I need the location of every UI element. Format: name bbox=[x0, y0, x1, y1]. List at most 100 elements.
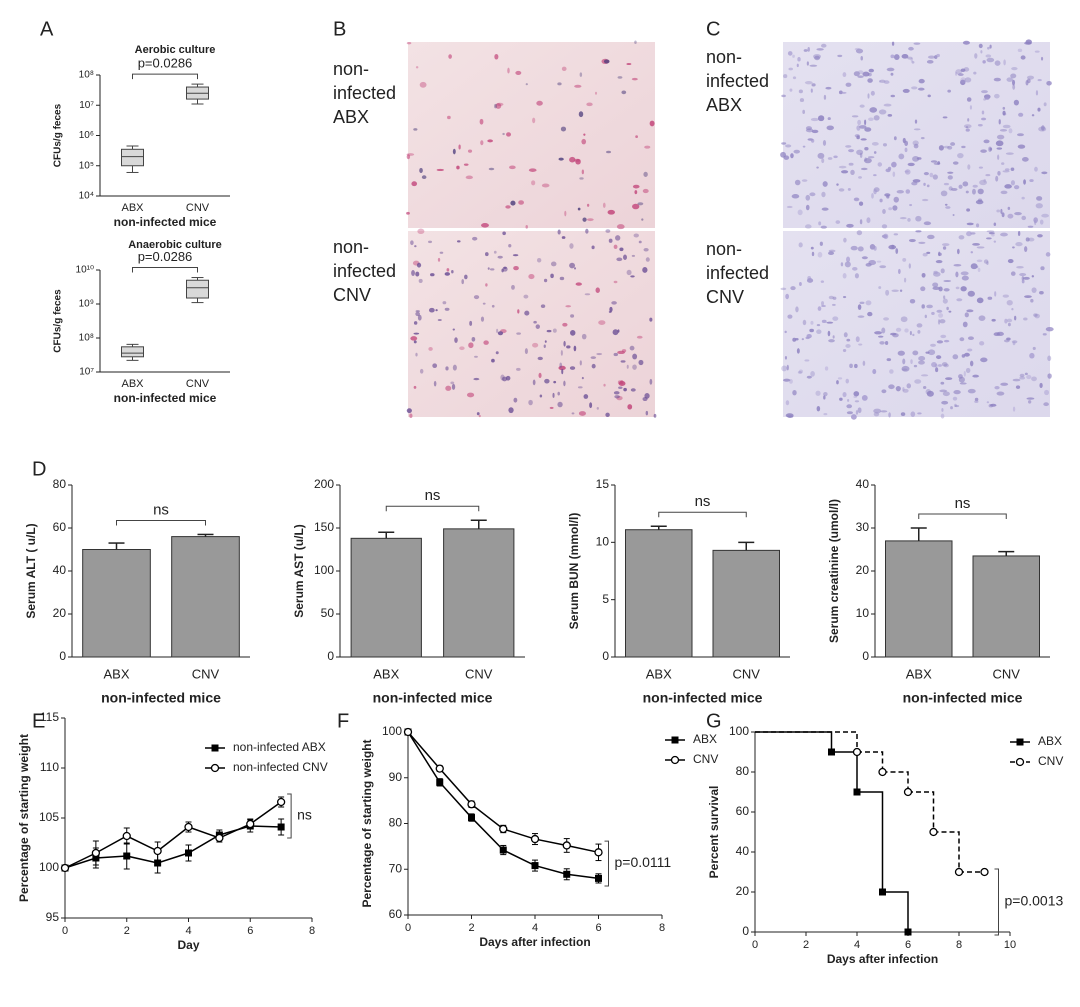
texture bbox=[950, 187, 958, 191]
annotation: ns bbox=[153, 501, 169, 518]
texture bbox=[406, 41, 412, 45]
texture bbox=[888, 384, 895, 390]
texture bbox=[917, 412, 922, 415]
texture bbox=[528, 168, 537, 172]
texture bbox=[1005, 152, 1014, 155]
x-tick-label: ABX bbox=[646, 666, 672, 681]
texture bbox=[879, 265, 887, 269]
y-tick-label: 100 bbox=[39, 860, 59, 874]
texture bbox=[469, 320, 473, 326]
texture bbox=[846, 338, 851, 342]
y-tick-label: 40 bbox=[53, 563, 67, 577]
texture bbox=[649, 120, 655, 127]
texture bbox=[517, 309, 520, 314]
texture bbox=[890, 72, 894, 76]
texture bbox=[836, 380, 839, 385]
texture bbox=[480, 316, 485, 322]
texture bbox=[981, 110, 985, 115]
marker bbox=[403, 727, 413, 737]
texture bbox=[893, 196, 899, 203]
texture bbox=[797, 56, 801, 62]
texture bbox=[1004, 184, 1012, 189]
legend-marker bbox=[211, 744, 219, 752]
panel-label: G bbox=[706, 710, 722, 732]
texture bbox=[544, 378, 550, 384]
texture bbox=[978, 43, 983, 49]
texture bbox=[419, 81, 427, 88]
texture bbox=[525, 225, 528, 229]
texture bbox=[467, 149, 473, 153]
texture bbox=[869, 107, 878, 113]
texture bbox=[902, 258, 907, 262]
texture bbox=[642, 188, 649, 194]
texture bbox=[479, 118, 484, 125]
texture bbox=[921, 198, 929, 202]
texture bbox=[606, 150, 612, 154]
texture bbox=[563, 380, 566, 387]
texture bbox=[419, 167, 423, 174]
texture bbox=[873, 115, 880, 121]
texture bbox=[1039, 382, 1043, 389]
texture bbox=[546, 329, 552, 333]
texture bbox=[557, 229, 561, 235]
texture bbox=[644, 145, 651, 149]
texture bbox=[851, 115, 859, 118]
texture bbox=[611, 301, 617, 305]
marker bbox=[499, 846, 507, 854]
texture bbox=[645, 257, 650, 262]
marker bbox=[828, 748, 835, 756]
texture bbox=[634, 190, 638, 195]
texture bbox=[955, 271, 959, 278]
texture bbox=[911, 86, 918, 90]
texture bbox=[1015, 241, 1023, 247]
texture bbox=[960, 286, 967, 292]
x-tick-label: CNV bbox=[733, 666, 761, 681]
texture bbox=[882, 209, 886, 214]
texture bbox=[582, 217, 587, 222]
texture bbox=[859, 152, 863, 158]
texture bbox=[458, 144, 461, 150]
texture bbox=[858, 125, 867, 129]
texture bbox=[629, 345, 635, 351]
texture bbox=[913, 42, 921, 45]
texture bbox=[870, 90, 875, 96]
significance-bracket bbox=[132, 73, 198, 80]
texture bbox=[958, 374, 963, 379]
texture bbox=[809, 64, 818, 67]
texture bbox=[902, 137, 906, 144]
texture bbox=[541, 183, 550, 188]
texture bbox=[516, 332, 521, 335]
texture bbox=[935, 260, 943, 264]
texture bbox=[827, 157, 833, 160]
texture bbox=[569, 156, 576, 163]
texture bbox=[626, 364, 629, 369]
texture bbox=[941, 400, 949, 405]
texture bbox=[996, 209, 1001, 213]
texture bbox=[552, 328, 557, 333]
texture bbox=[965, 367, 971, 374]
x-tick-label: CNV bbox=[993, 666, 1021, 681]
texture bbox=[806, 61, 809, 66]
texture bbox=[511, 284, 515, 290]
texture bbox=[1004, 318, 1008, 324]
texture bbox=[569, 366, 576, 370]
texture bbox=[406, 211, 410, 215]
texture bbox=[842, 296, 847, 299]
micrograph bbox=[408, 42, 655, 228]
texture bbox=[995, 175, 999, 182]
texture bbox=[821, 43, 827, 48]
texture bbox=[868, 117, 874, 121]
line bbox=[64, 825, 282, 869]
texture bbox=[787, 51, 793, 56]
x-tick-label: CNV bbox=[186, 202, 210, 214]
texture bbox=[831, 303, 836, 306]
texture bbox=[941, 362, 948, 367]
texture bbox=[890, 94, 896, 98]
texture bbox=[798, 242, 803, 248]
texture bbox=[553, 380, 557, 384]
significance-bracket bbox=[132, 267, 198, 273]
x-tick-label: 2 bbox=[124, 925, 130, 937]
texture bbox=[536, 100, 543, 106]
texture bbox=[415, 271, 420, 277]
texture bbox=[861, 256, 868, 260]
